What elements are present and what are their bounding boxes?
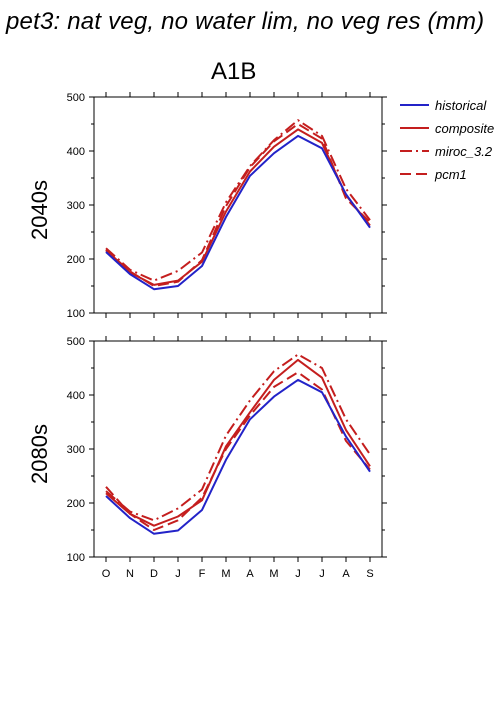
legend-label: pcm1 [434,167,467,182]
x-tick-label: J [319,568,325,580]
series-line-miroc-3-2 [105,353,371,522]
x-tick-label: A [342,568,350,580]
plot-frame [93,96,383,314]
x-tick-label: M [221,568,230,580]
y-tick-label: 500 [67,92,85,104]
y-tick-label: 200 [67,254,85,266]
series-line-pcm1 [105,123,371,287]
y-tick-label: 300 [67,444,85,456]
y-tick-label: 100 [67,308,85,320]
legend-label: composite [435,121,494,136]
y-tick-label: 200 [67,498,85,510]
figure-title: pet3: nat veg, no water lim, no veg res … [6,8,485,35]
x-tick-label: J [175,568,181,580]
x-tick-label: D [150,568,158,580]
legend-label: miroc_3.2 [435,144,493,159]
x-tick-label: S [366,568,373,580]
x-tick-label: A [246,568,254,580]
y-tick-label: 300 [67,200,85,212]
series-line-historical [105,134,371,291]
x-tick-label: J [295,568,301,580]
y-tick-label: 100 [67,552,85,564]
y-tick-label: 500 [67,336,85,348]
series-line-composite [105,358,371,527]
x-tick-label: N [126,568,134,580]
panel-2080s: 100 200 300 400 500 O N D J F M A M J J A S [67,336,387,580]
y-tick-label: 400 [67,146,85,158]
x-tick-label: O [102,568,111,580]
legend: historical composite miroc_3.2 pcm1 [400,98,494,182]
y-tick-label: 400 [67,390,85,402]
x-tick-label: M [269,568,278,580]
plot-frame [93,340,383,558]
series-line-historical [105,378,371,535]
x-tick-label: F [199,568,206,580]
scenario-title: A1B [211,58,257,85]
panel-2040s: 100 200 300 400 500 [67,92,387,320]
legend-label: historical [435,98,487,113]
series-line-miroc-3-2 [105,119,371,282]
series-line-composite [105,128,371,286]
